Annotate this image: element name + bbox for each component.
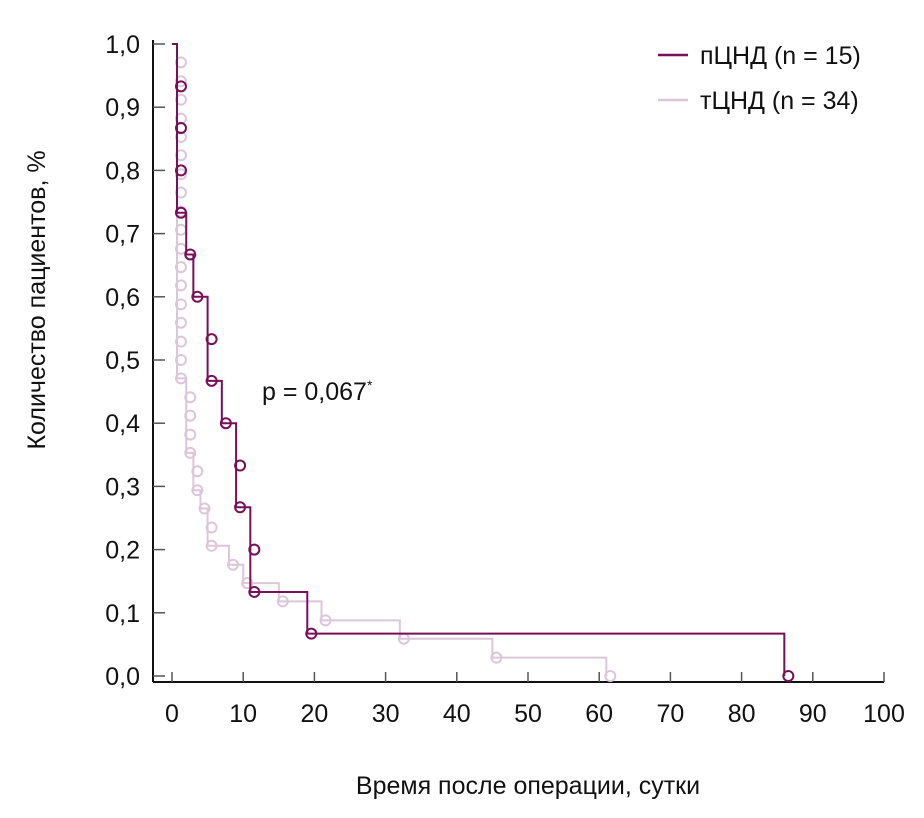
censor-marker [191, 484, 204, 497]
axes: 0 10 20 30 40 50 60 70 80 90 100 0,0 0,1 0,2 0,3 0,4 0,5… [105, 31, 905, 728]
censor-marker [319, 614, 332, 627]
y-tick-label: 1,0 [105, 31, 140, 59]
censor-marker [174, 372, 187, 385]
censor-marker [248, 585, 261, 598]
censor-marker [174, 279, 187, 292]
censor-marker [248, 543, 261, 556]
y-tick-label: 0,0 [105, 663, 140, 691]
x-tick-label: 90 [799, 700, 827, 728]
censor-marker [174, 261, 187, 274]
x-tick-label: 80 [728, 700, 756, 728]
p-value-annotation: p = 0,067* [262, 377, 373, 406]
censor-marker [198, 502, 211, 515]
censor-marker [276, 595, 289, 608]
series-line-0 [172, 43, 786, 676]
censor-marker [234, 459, 247, 472]
y-tick-label: 0,2 [105, 537, 140, 565]
y-axis-label: Количество пациентов, % [23, 150, 51, 449]
censor-marker [234, 501, 247, 514]
censor-marker [191, 465, 204, 478]
censor-marker [219, 417, 232, 430]
censor-marker [226, 558, 239, 571]
censor-marker [174, 122, 187, 135]
censor-marker [174, 164, 187, 177]
censor-marker [174, 206, 187, 219]
y-tick-label: 0,9 [105, 94, 140, 122]
censor-marker [205, 539, 218, 552]
y-tick-label: 0,4 [105, 410, 140, 438]
y-tick-label: 0,6 [105, 284, 140, 312]
censor-marker [184, 428, 197, 441]
series-group [172, 43, 795, 682]
series-line-1 [172, 43, 608, 676]
censor-marker [184, 391, 197, 404]
y-tick-label: 0,3 [105, 473, 140, 501]
x-tick-label: 100 [863, 700, 905, 728]
x-axis-label: Время после операции, сутки [356, 772, 700, 800]
censor-marker [241, 577, 254, 590]
censor-marker [174, 335, 187, 348]
censor-marker [490, 651, 503, 664]
legend-label-tcnd: тЦНД (n = 34) [700, 87, 859, 115]
y-tick-label: 0,7 [105, 221, 140, 249]
legend: пЦНД (n = 15) тЦНД (n = 34) [658, 42, 861, 115]
censor-marker [604, 670, 617, 682]
censor-marker [184, 248, 197, 261]
y-tick-label: 0,8 [105, 157, 140, 185]
censor-marker [184, 409, 197, 422]
censor-marker [305, 627, 318, 640]
censor-marker [191, 290, 204, 303]
x-tick-label: 70 [656, 700, 684, 728]
x-tick-label: 50 [514, 700, 542, 728]
censor-marker [174, 80, 187, 93]
x-tick-label: 40 [443, 700, 471, 728]
censor-marker [205, 521, 218, 534]
censor-marker [174, 354, 187, 366]
censor-marker [174, 316, 187, 329]
y-tick-label: 0,5 [105, 347, 140, 375]
x-tick-label: 10 [229, 700, 257, 728]
x-tick-label: 0 [165, 700, 179, 728]
legend-label-pcnd: пЦНД (n = 15) [700, 42, 861, 70]
x-tick-label: 20 [300, 700, 328, 728]
censor-marker [205, 333, 218, 346]
y-tick-label: 0,1 [105, 600, 140, 628]
x-tick-label: 60 [585, 700, 613, 728]
censor-marker [782, 670, 795, 682]
censor-marker [184, 446, 197, 459]
censor-marker [174, 298, 187, 311]
censor-marker [205, 374, 218, 387]
x-tick-label: 30 [372, 700, 400, 728]
